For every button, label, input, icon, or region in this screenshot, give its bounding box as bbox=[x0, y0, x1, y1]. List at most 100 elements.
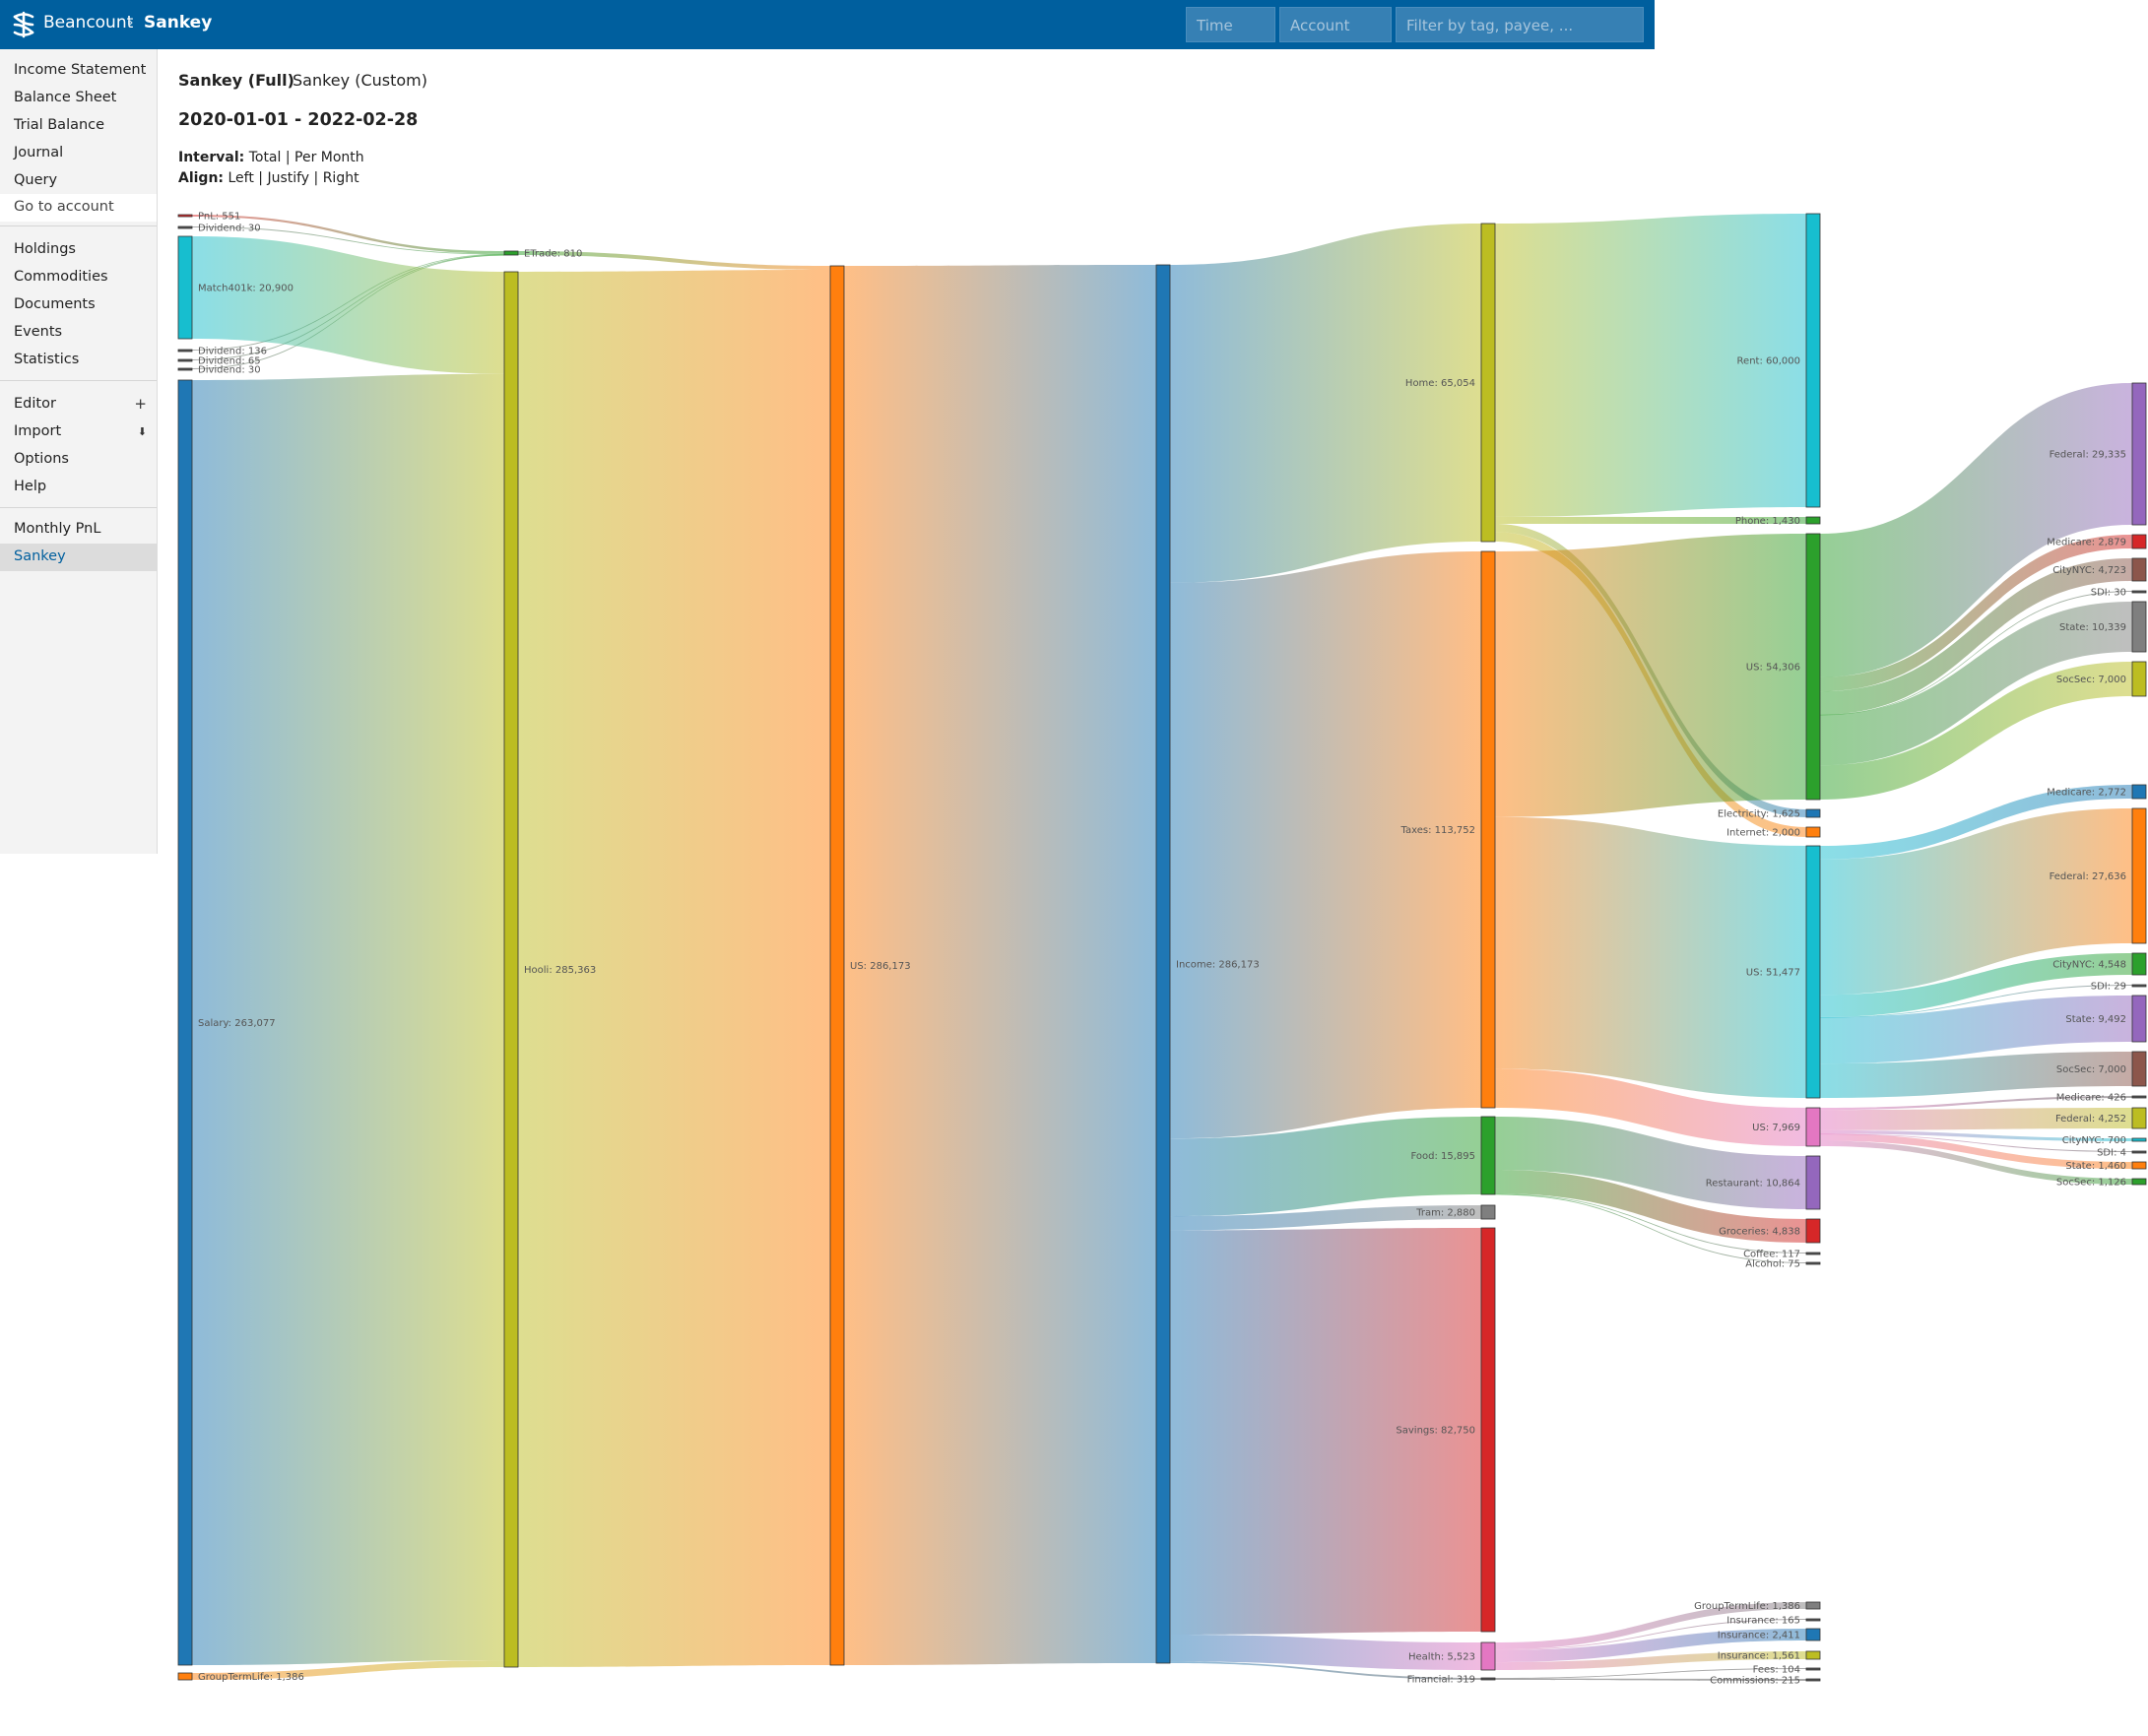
sankey-link-pnl-to-etrade[interactable] bbox=[192, 215, 504, 254]
sankey-node-alcohol-alcohol[interactable] bbox=[1805, 1261, 1821, 1265]
sidebar-item-trial-balance[interactable]: Trial Balance bbox=[14, 117, 105, 133]
sidebar-item-income-statement[interactable]: Income Statement bbox=[14, 62, 147, 78]
sankey-node-salary-salary[interactable] bbox=[177, 379, 193, 1666]
sankey-link-us_tax3-to-fed3[interactable] bbox=[1820, 1108, 2132, 1130]
sankey-node-socsec-soc1[interactable] bbox=[2131, 661, 2147, 697]
sankey-node-income-income[interactable] bbox=[1155, 264, 1171, 1664]
tag-payee-filter-input[interactable]: Filter by tag, payee, ... bbox=[1396, 7, 1644, 42]
sidebar-item-sankey[interactable]: Sankey bbox=[0, 544, 157, 571]
sankey-node-medicare-med2[interactable] bbox=[2131, 784, 2147, 800]
sankey-node-pnl-pnl[interactable] bbox=[177, 214, 193, 218]
sankey-link-income-to-financial[interactable] bbox=[1170, 1661, 1481, 1680]
sankey-link-health-to-gtl_out[interactable] bbox=[1495, 1602, 1806, 1650]
sidebar-item-events[interactable]: Events bbox=[14, 324, 63, 340]
sankey-node-us-us_tax3[interactable] bbox=[1805, 1107, 1821, 1147]
sankey-link-income-to-tram[interactable] bbox=[1170, 1205, 1481, 1231]
sankey-node-sdi-sdi1[interactable] bbox=[2131, 590, 2147, 594]
sankey-node-citynyc-city3[interactable] bbox=[2131, 1137, 2147, 1142]
sankey-node-match401k-match[interactable] bbox=[177, 235, 193, 340]
time-filter-input[interactable]: Time bbox=[1186, 7, 1275, 42]
sankey-link-div30a-to-etrade[interactable] bbox=[192, 226, 504, 255]
sankey-link-us_tax3-to-med3[interactable] bbox=[1820, 1096, 2132, 1111]
sankey-node-fees-fees[interactable] bbox=[1805, 1667, 1821, 1671]
sankey-node-dividend-div136[interactable] bbox=[177, 349, 193, 353]
sidebar-item-help[interactable]: Help bbox=[14, 479, 47, 494]
sankey-link-food-to-alcohol[interactable] bbox=[1495, 1193, 1806, 1263]
sankey-node-financial-financial[interactable] bbox=[1480, 1677, 1496, 1681]
sankey-link-taxes-to-us_tax2[interactable] bbox=[1495, 816, 1806, 1098]
sidebar-item-query[interactable]: Query bbox=[14, 172, 58, 188]
sankey-link-us_tax3-to-city3[interactable] bbox=[1820, 1129, 2132, 1141]
sankey-link-health-to-ins165[interactable] bbox=[1495, 1619, 1806, 1650]
sankey-node-taxes-taxes[interactable] bbox=[1480, 550, 1496, 1109]
sankey-link-us_tax3-to-soc3[interactable] bbox=[1820, 1140, 2132, 1185]
sankey-link-us_tax1-to-state1[interactable] bbox=[1820, 602, 2132, 766]
sankey-link-food-to-restaurant[interactable] bbox=[1495, 1117, 1806, 1209]
sankey-node-citynyc-city2[interactable] bbox=[2131, 952, 2147, 976]
sankey-link-health-to-ins2411[interactable] bbox=[1495, 1629, 1806, 1663]
sankey-link-home-to-rent[interactable] bbox=[1495, 214, 1806, 517]
sankey-link-us_tax2-to-fed2[interactable] bbox=[1820, 808, 2132, 996]
sankey-link-income-to-food[interactable] bbox=[1170, 1117, 1481, 1217]
sankey-link-match-to-hooli[interactable] bbox=[192, 236, 504, 374]
account-filter-input[interactable]: Account bbox=[1279, 7, 1392, 42]
sankey-node-internet-internet[interactable] bbox=[1805, 826, 1821, 838]
interval-choices[interactable]: Total | Per Month bbox=[248, 150, 364, 165]
tab-sankey-custom[interactable]: Sankey (Custom) bbox=[293, 71, 427, 90]
sankey-node-electricity-electricity[interactable] bbox=[1805, 808, 1821, 818]
sankey-node-home-home[interactable] bbox=[1480, 223, 1496, 543]
sankey-link-gtl_in-to-hooli[interactable] bbox=[192, 1660, 504, 1680]
sankey-link-etrade-to-us_in[interactable] bbox=[518, 251, 830, 271]
sankey-node-tram-tram[interactable] bbox=[1480, 1204, 1496, 1220]
sankey-node-federal-fed3[interactable] bbox=[2131, 1107, 2147, 1129]
sankey-node-grouptermlife-gtl_in[interactable] bbox=[177, 1672, 193, 1681]
go-to-account-input[interactable]: Go to account bbox=[0, 194, 157, 222]
sankey-node-federal-fed1[interactable] bbox=[2131, 382, 2147, 526]
sankey-link-us_tax1-to-fed1[interactable] bbox=[1820, 383, 2132, 677]
sankey-node-dividend-div30b[interactable] bbox=[177, 367, 193, 371]
sankey-node-health-health[interactable] bbox=[1480, 1641, 1496, 1671]
sankey-link-health-to-ins1561[interactable] bbox=[1495, 1651, 1806, 1670]
sankey-node-medicare-med1[interactable] bbox=[2131, 534, 2147, 549]
sankey-node-rent-rent[interactable] bbox=[1805, 213, 1821, 508]
sankey-link-hooli-to-us_in[interactable] bbox=[518, 270, 830, 1667]
download-icon[interactable]: ⬇ bbox=[137, 425, 147, 438]
sankey-node-sdi-sdi3[interactable] bbox=[2131, 1150, 2147, 1154]
sankey-link-us_in-to-income[interactable] bbox=[844, 265, 1156, 1665]
tab-sankey-full[interactable]: Sankey (Full) bbox=[178, 71, 294, 90]
sankey-node-insurance-ins2411[interactable] bbox=[1805, 1628, 1821, 1641]
sankey-link-us_tax1-to-soc1[interactable] bbox=[1820, 662, 2132, 800]
sankey-node-insurance-ins1561[interactable] bbox=[1805, 1650, 1821, 1660]
sankey-node-groceries-groceries[interactable] bbox=[1805, 1218, 1821, 1244]
sankey-node-dividend-div30a[interactable] bbox=[177, 225, 193, 229]
sankey-node-state-state2[interactable] bbox=[2131, 995, 2147, 1043]
sankey-link-us_tax1-to-city1[interactable] bbox=[1820, 558, 2132, 715]
sankey-node-coffee-coffee[interactable] bbox=[1805, 1252, 1821, 1255]
sankey-node-state-state1[interactable] bbox=[2131, 601, 2147, 653]
sankey-node-phone-phone[interactable] bbox=[1805, 516, 1821, 525]
sidebar-item-import[interactable]: Import ⬇ bbox=[0, 418, 157, 446]
sankey-link-us_tax2-to-soc2[interactable] bbox=[1820, 1052, 2132, 1098]
align-choices[interactable]: Left | Justify | Right bbox=[228, 170, 359, 186]
sankey-link-financial-to-comm[interactable] bbox=[1495, 1678, 1806, 1681]
sankey-node-grouptermlife-gtl_out[interactable] bbox=[1805, 1601, 1821, 1610]
sankey-link-income-to-home[interactable] bbox=[1170, 224, 1481, 583]
sankey-link-us_tax2-to-med2[interactable] bbox=[1820, 785, 2132, 860]
sankey-node-state-state3[interactable] bbox=[2131, 1161, 2147, 1170]
sankey-link-us_tax3-to-sdi3[interactable] bbox=[1820, 1133, 2132, 1152]
sankey-node-savings-savings[interactable] bbox=[1480, 1227, 1496, 1633]
sankey-link-salary-to-hooli[interactable] bbox=[192, 373, 504, 1666]
sankey-node-etrade-etrade[interactable] bbox=[503, 250, 519, 256]
sankey-node-food-food[interactable] bbox=[1480, 1116, 1496, 1195]
sankey-link-income-to-savings[interactable] bbox=[1170, 1228, 1481, 1636]
sankey-link-income-to-taxes[interactable] bbox=[1170, 551, 1481, 1139]
sankey-node-dividend-div65[interactable] bbox=[177, 358, 193, 362]
sidebar-item-balance-sheet[interactable]: Balance Sheet bbox=[14, 90, 117, 105]
sankey-link-us_tax1-to-med1[interactable] bbox=[1820, 535, 2132, 692]
sankey-link-home-to-phone[interactable] bbox=[1495, 516, 1806, 525]
sankey-link-income-to-health[interactable] bbox=[1170, 1635, 1481, 1670]
sankey-link-taxes-to-us_tax1[interactable] bbox=[1495, 534, 1806, 817]
sankey-node-us-us_tax2[interactable] bbox=[1805, 845, 1821, 1099]
brand-link[interactable]: Beancount bbox=[43, 13, 134, 32]
sidebar-item-commodities[interactable]: Commodities bbox=[14, 269, 108, 285]
